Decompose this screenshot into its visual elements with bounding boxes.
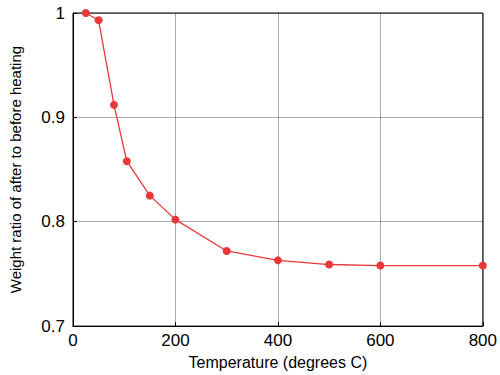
svg-text:0.9: 0.9: [41, 108, 65, 127]
svg-text:1: 1: [56, 4, 65, 23]
svg-text:800: 800: [469, 331, 497, 350]
svg-text:0.8: 0.8: [41, 212, 65, 231]
svg-text:Temperature (degrees C): Temperature (degrees C): [189, 354, 368, 371]
svg-text:200: 200: [161, 331, 189, 350]
svg-text:600: 600: [366, 331, 394, 350]
svg-text:0: 0: [68, 331, 77, 350]
svg-text:0.7: 0.7: [41, 317, 65, 336]
svg-text:400: 400: [264, 331, 292, 350]
svg-text:Weight ratio of after to befor: Weight ratio of after to before heating: [7, 46, 24, 293]
